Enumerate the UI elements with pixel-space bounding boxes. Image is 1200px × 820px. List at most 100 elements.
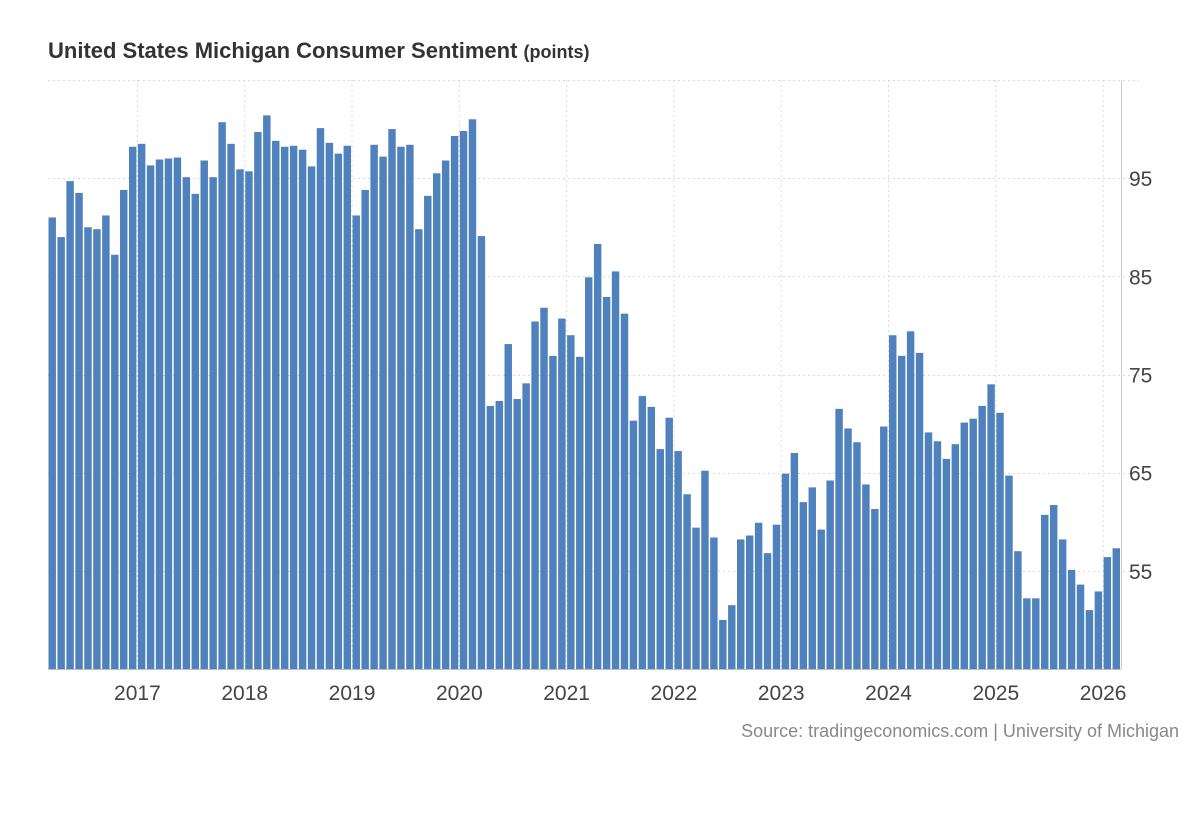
y-tick-label: 75 — [1129, 365, 1152, 388]
bar — [486, 405, 495, 669]
bar — [951, 444, 960, 669]
bar — [665, 417, 673, 669]
bar — [1067, 569, 1076, 669]
bar — [996, 412, 1004, 669]
bar — [710, 537, 718, 669]
bar — [191, 193, 200, 669]
bar — [334, 153, 343, 670]
bar — [987, 384, 995, 669]
bar — [522, 383, 530, 669]
bar — [871, 508, 879, 669]
y-tick-label: 95 — [1129, 168, 1152, 191]
bar — [388, 129, 396, 669]
bar — [111, 254, 119, 670]
bar — [289, 145, 298, 669]
bar — [558, 318, 566, 669]
bar — [593, 243, 602, 669]
bar — [173, 157, 182, 670]
bar — [924, 432, 933, 669]
bar — [692, 527, 700, 669]
source-note: Source: tradingeconomics.com | Universit… — [741, 721, 1179, 741]
bars — [48, 115, 1120, 670]
chart-title: United States Michigan Consumer Sentimen… — [48, 38, 590, 64]
bar — [737, 539, 745, 669]
x-tick-label: 2021 — [543, 682, 590, 705]
bar — [146, 165, 155, 669]
bar — [263, 115, 271, 670]
bar — [424, 195, 432, 669]
bar — [137, 143, 146, 669]
bar — [379, 156, 387, 669]
bar — [1041, 514, 1049, 669]
bar — [57, 237, 65, 669]
bar — [1112, 548, 1120, 669]
bar — [66, 181, 74, 670]
x-tick-label: 2024 — [865, 682, 912, 705]
bar — [620, 313, 629, 669]
bar — [674, 451, 682, 669]
bar — [298, 149, 307, 669]
bar — [441, 160, 450, 669]
bar — [477, 236, 486, 669]
bar — [495, 401, 504, 669]
bar — [647, 406, 656, 669]
bar — [701, 470, 709, 669]
bar — [897, 355, 906, 669]
x-tick-label: 2017 — [114, 682, 161, 705]
bar — [343, 145, 352, 669]
bar — [513, 399, 521, 669]
bar — [280, 146, 289, 669]
bar — [75, 192, 83, 669]
y-tick-label: 85 — [1129, 266, 1152, 289]
bar — [808, 487, 816, 669]
bar — [102, 215, 110, 669]
bar — [1014, 551, 1022, 669]
bar — [1076, 584, 1085, 669]
y-tick-label: 65 — [1129, 463, 1152, 486]
bar — [325, 142, 334, 669]
bar — [933, 441, 942, 669]
bar — [656, 449, 664, 669]
bar — [638, 396, 647, 669]
bar — [361, 189, 369, 669]
bar — [1032, 598, 1040, 669]
bar — [540, 307, 548, 669]
bar — [504, 344, 512, 669]
bar — [889, 335, 897, 669]
chart-unit: (points) — [523, 42, 590, 62]
x-tick-label: 2026 — [1080, 682, 1127, 705]
bar — [459, 131, 468, 670]
bar — [942, 458, 951, 669]
bar — [960, 422, 968, 669]
x-tick-label: 2022 — [651, 682, 698, 705]
bar — [200, 160, 208, 669]
bar — [781, 473, 790, 669]
bar — [120, 189, 128, 669]
bar — [272, 140, 280, 670]
bar — [1023, 598, 1031, 669]
bar — [549, 355, 557, 669]
bar — [450, 135, 459, 669]
bar — [853, 442, 861, 669]
bar — [182, 177, 191, 669]
bar — [576, 356, 584, 669]
bar — [1103, 557, 1112, 669]
bar — [1049, 505, 1058, 669]
bar — [969, 418, 977, 669]
bar — [84, 227, 92, 669]
bar — [218, 122, 226, 669]
bar — [227, 143, 235, 669]
x-tick-label: 2018 — [221, 682, 268, 705]
bar — [155, 159, 164, 669]
bar — [719, 619, 727, 669]
bar — [128, 146, 137, 669]
bar — [93, 229, 101, 669]
axes — [48, 80, 1122, 670]
x-tick-label: 2023 — [758, 682, 805, 705]
bar — [209, 177, 217, 669]
bar — [906, 331, 915, 669]
bar — [1094, 591, 1103, 669]
bar — [468, 119, 477, 669]
